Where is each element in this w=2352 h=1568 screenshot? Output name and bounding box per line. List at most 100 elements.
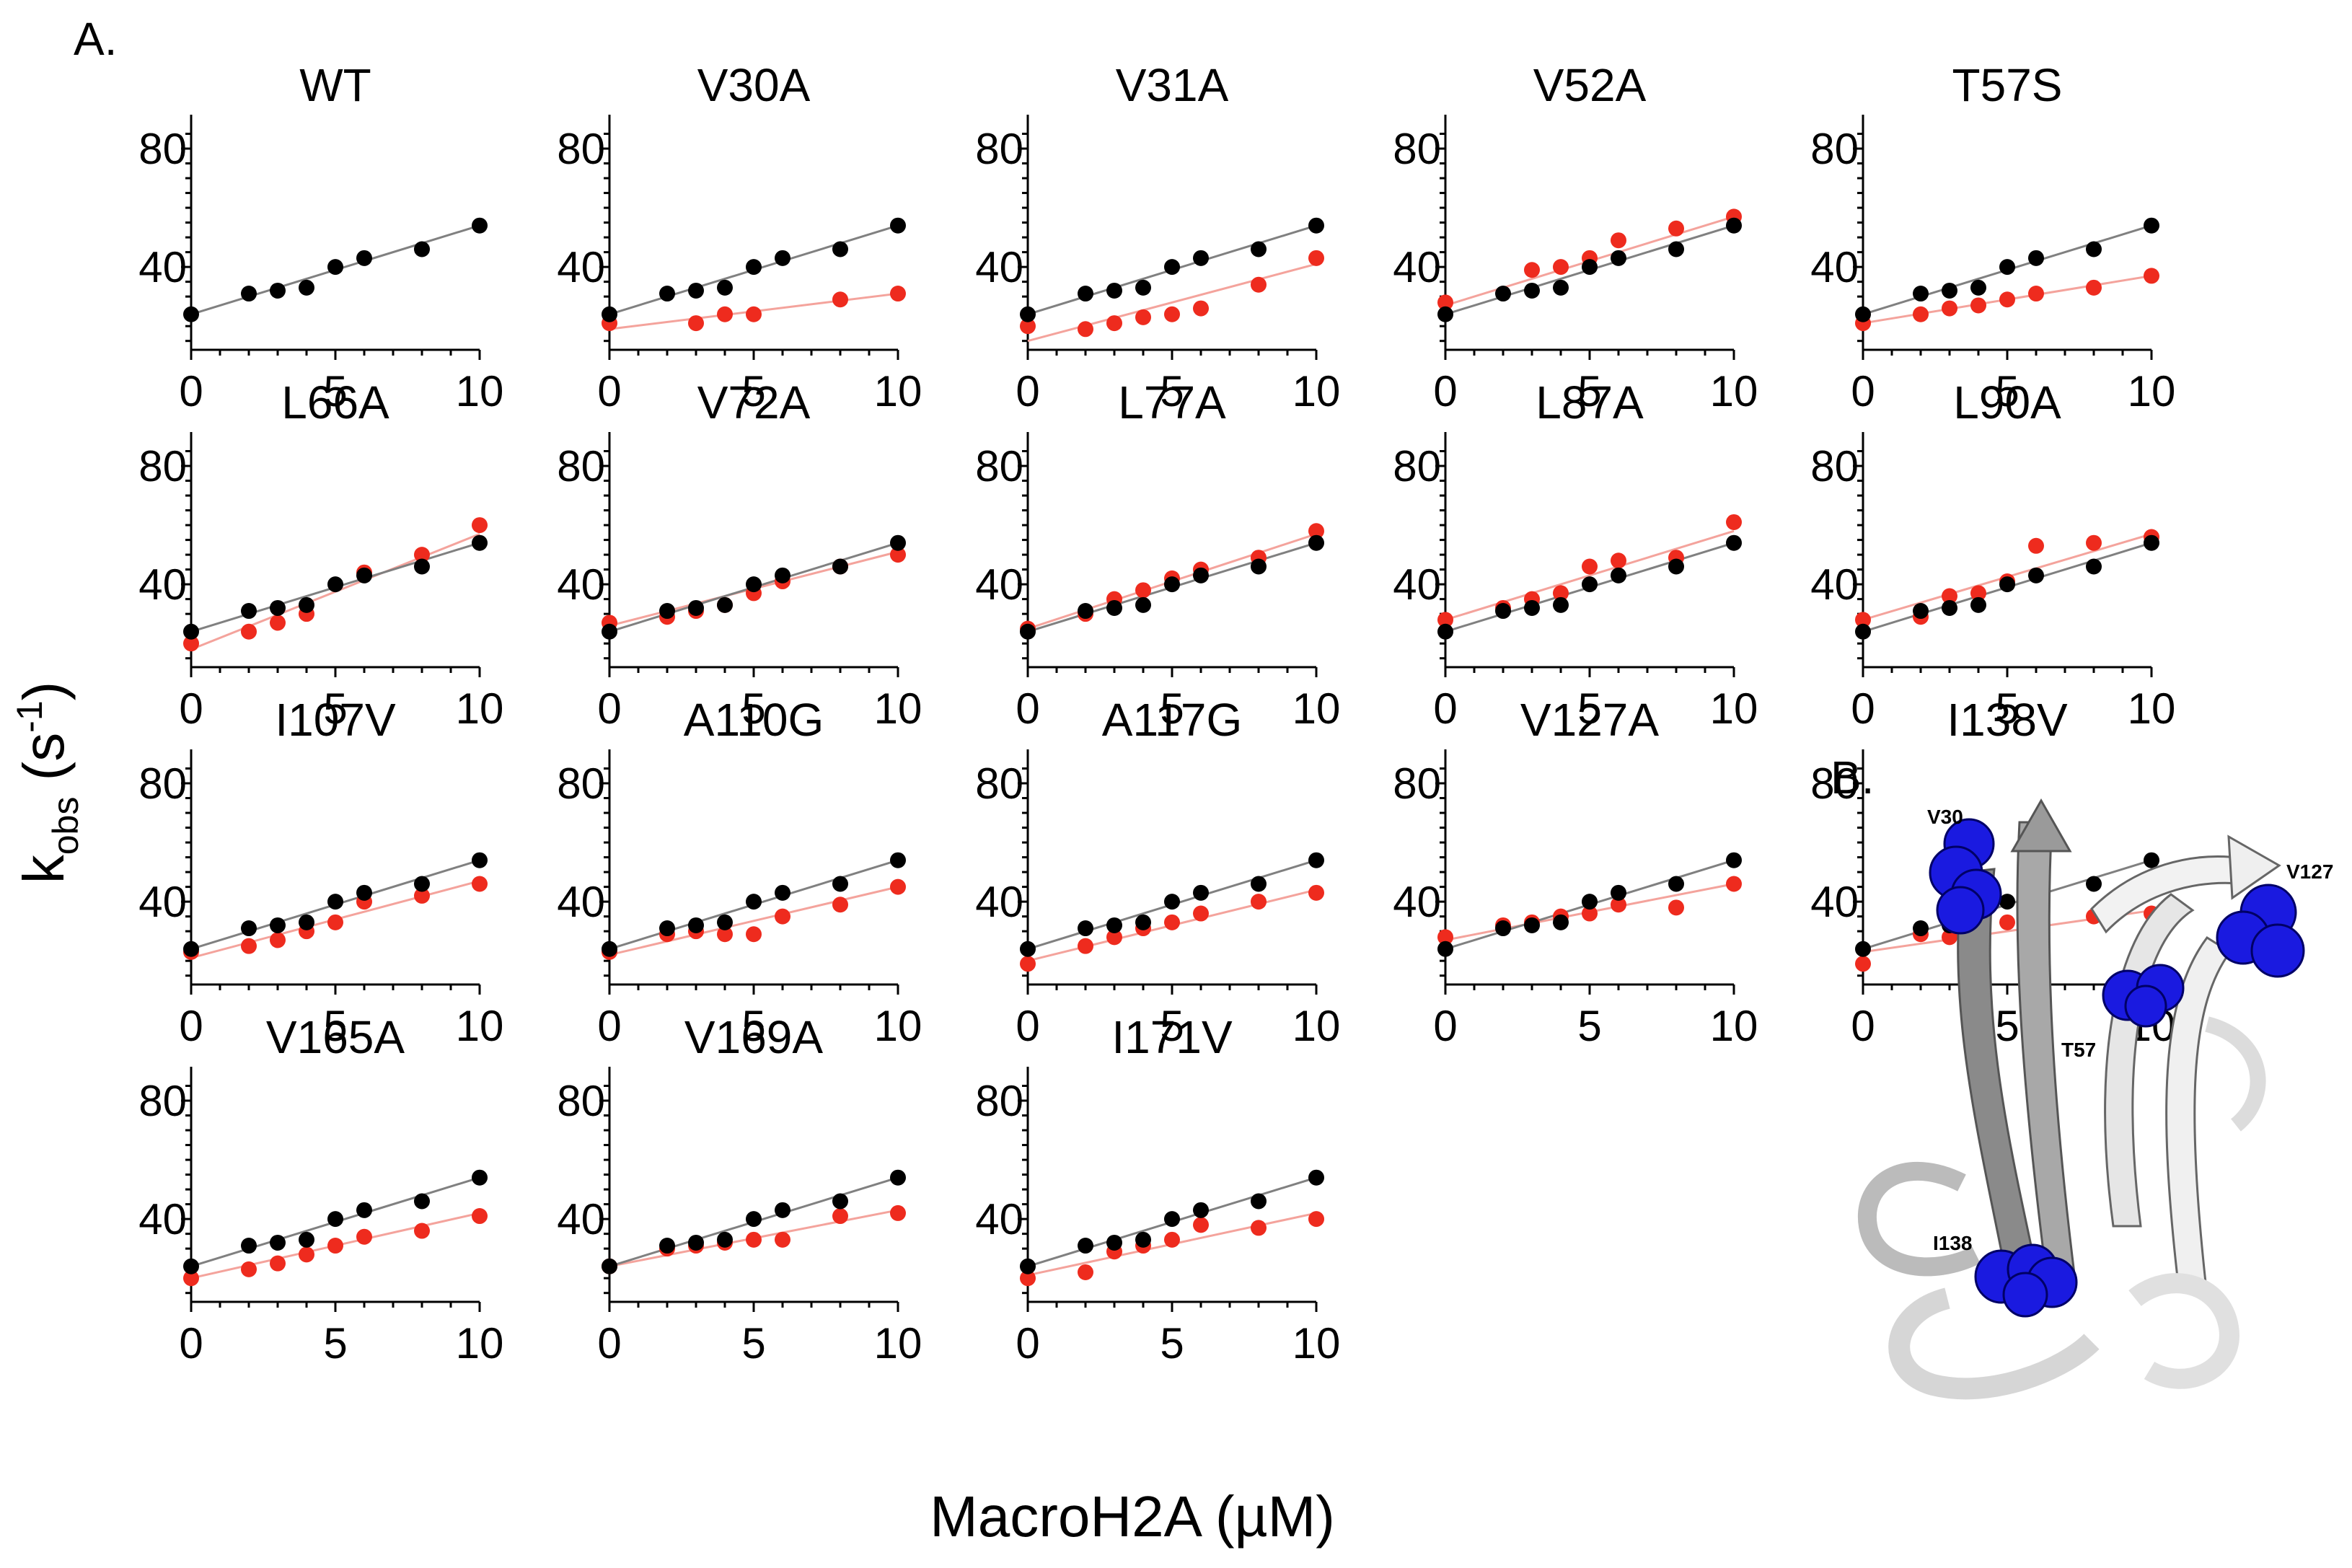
mutant-point (832, 897, 848, 913)
mutant-point (1078, 938, 1093, 954)
wt-point (1582, 576, 1598, 593)
panel-v72a: V72A 40 80 0 5 10 (557, 376, 922, 733)
x-tick-label: 10 (1292, 1002, 1341, 1050)
mutant-point (1611, 232, 1626, 249)
x-tick-label: 5 (1160, 367, 1184, 415)
wt-point (327, 1211, 343, 1228)
wt-point (472, 1169, 488, 1186)
wt-point (746, 259, 762, 276)
wt-point (1942, 282, 1957, 299)
residue-t57-spheres (2102, 964, 2185, 1028)
wt-point (1999, 576, 2015, 593)
mutant-point (1164, 306, 1180, 322)
panel-l87a: L87A 40 80 0 5 10 (1393, 376, 1758, 733)
wt-point (832, 876, 848, 892)
x-tick-label: 5 (1995, 684, 2019, 733)
wt-point (1106, 599, 1122, 616)
wt-point (1524, 917, 1540, 933)
wt-point (2144, 534, 2159, 551)
wt-point (1553, 596, 1569, 613)
y-tick-label: 40 (975, 560, 1023, 609)
y-tick-label: 40 (1810, 878, 1859, 926)
y-tick-label: 80 (1393, 125, 1441, 173)
wt-point (472, 852, 488, 868)
x-tick-label: 10 (874, 367, 922, 415)
mutant-point (414, 887, 430, 904)
mutant-point (327, 914, 343, 930)
mutant-point (1855, 956, 1871, 972)
wt-point (299, 1231, 314, 1248)
x-tick-label: 0 (597, 367, 621, 415)
y-tick-label: 80 (557, 1077, 605, 1125)
mutant-point (1970, 585, 1986, 602)
wt-point (1855, 623, 1871, 640)
wt-point (602, 1258, 617, 1274)
wt-point (472, 534, 488, 551)
wt-point (659, 920, 675, 937)
wt-point (2028, 567, 2044, 583)
x-tick-label: 10 (874, 684, 922, 733)
wt-point (659, 286, 675, 302)
mutant-point (1942, 588, 1957, 604)
mutant-point (1668, 220, 1684, 237)
mutant-point (414, 547, 430, 563)
strand-arrowhead-top (2010, 798, 2072, 853)
mutant-point (1308, 250, 1324, 266)
x-tick-label: 0 (597, 684, 621, 733)
mutant-point (832, 1208, 848, 1225)
mutant-point (1135, 582, 1151, 599)
x-tick-label: 0 (1016, 1002, 1039, 1050)
mutant-point (746, 306, 762, 322)
y-tick-label: 80 (1393, 442, 1441, 490)
loop-right (2204, 1016, 2266, 1132)
panel-title: V127A (1520, 694, 1659, 746)
wt-point (1668, 558, 1684, 575)
panel-l90a: L90A 40 80 0 5 10 (1810, 376, 2175, 733)
mutant-point (1308, 1211, 1324, 1228)
wt-point (717, 1231, 733, 1248)
panel-v30a: V30A 40 80 0 5 10 (557, 59, 922, 415)
x-tick-label: 10 (874, 1002, 922, 1050)
mutant-point (356, 1228, 372, 1245)
wt-point (356, 567, 372, 583)
wt-point (1164, 576, 1180, 593)
x-tick-label: 5 (741, 1319, 765, 1367)
wt-point (414, 876, 430, 892)
mutant-point (1437, 294, 1453, 311)
wt-point (602, 623, 617, 640)
y-tick-label: 40 (975, 243, 1023, 291)
mutant-point (1855, 612, 1871, 628)
mutant-point (1106, 929, 1122, 946)
mutant-point (2028, 286, 2044, 302)
x-tick-label: 10 (1710, 684, 1758, 733)
wt-point (1193, 1202, 1209, 1218)
mutant-point (241, 1261, 257, 1277)
x-tick-label: 5 (1160, 1319, 1184, 1367)
wt-point (1135, 596, 1151, 613)
small-multiples-grid: WT 40 80 0 5 10 V30A 40 80 0 5 10 V31A 40 80 0 5 10 V52A 40… (138, 59, 2175, 1367)
residue-i138-spheres (1974, 1243, 2078, 1318)
wt-point (1999, 894, 2015, 910)
y-tick-label: 40 (557, 560, 605, 609)
mutant-point (1726, 876, 1742, 892)
helix-bottom-right (2128, 1273, 2239, 1389)
mutant-point (1308, 884, 1324, 901)
y-tick-label: 40 (975, 1195, 1023, 1243)
wt-point (1251, 876, 1267, 892)
y-tick-label: 40 (1810, 243, 1859, 291)
panel-title: L90A (1953, 376, 2061, 428)
mutant-point (832, 291, 848, 308)
wt-point (2086, 876, 2102, 892)
wt-point (1913, 286, 1929, 302)
label-v127: V127 (2286, 860, 2333, 883)
wt-point (832, 558, 848, 575)
mutant-point (2086, 279, 2102, 296)
wt-point (1495, 603, 1511, 620)
panel-b-label: B. (1831, 752, 1874, 803)
panel-a117g: A117G 40 80 0 5 10 (975, 694, 1340, 1050)
mutant-point (1193, 300, 1209, 317)
x-tick-label: 0 (1016, 1319, 1039, 1367)
x-tick-label: 10 (874, 1319, 922, 1367)
x-tick-label: 5 (1160, 1002, 1184, 1050)
